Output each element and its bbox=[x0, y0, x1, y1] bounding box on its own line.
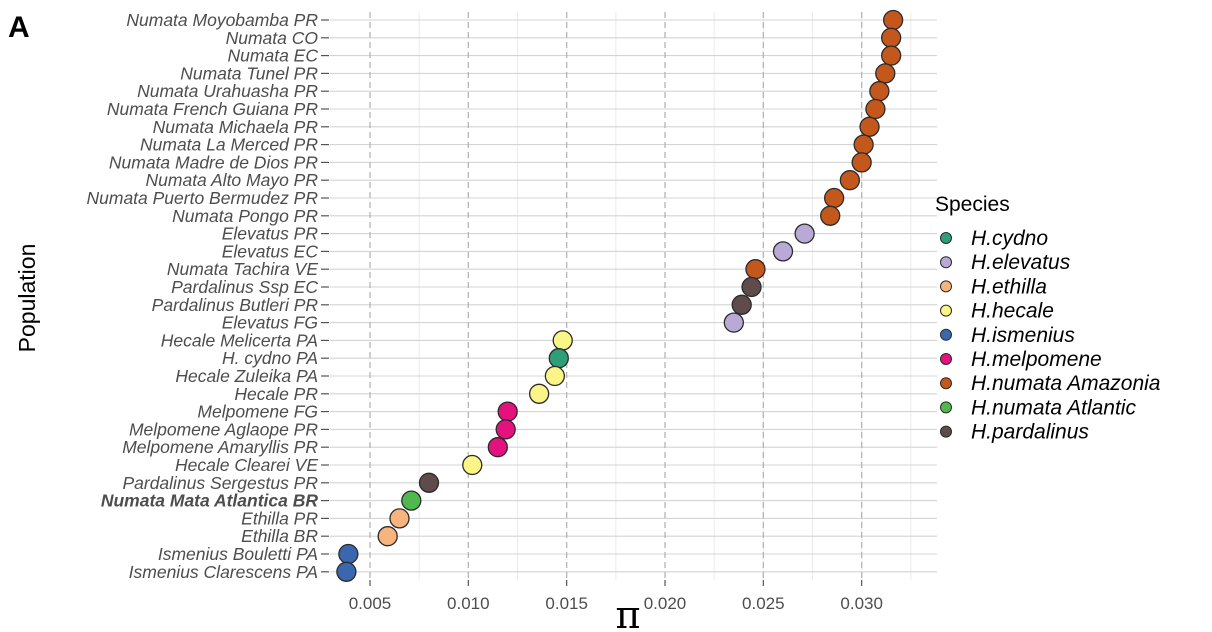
legend-label: H.ismenius bbox=[971, 324, 1075, 347]
data-point bbox=[820, 205, 841, 226]
data-point bbox=[865, 98, 886, 120]
data-point bbox=[772, 241, 794, 262]
legend-swatch bbox=[940, 425, 952, 438]
data-point bbox=[881, 27, 902, 48]
data-point bbox=[487, 437, 508, 458]
x-tick-label: 0.010 bbox=[447, 594, 490, 613]
data-point bbox=[723, 312, 744, 333]
population-label: Hecale Zuleika PA bbox=[175, 366, 318, 386]
population-label: Melpomene Aglaope PR bbox=[129, 419, 318, 439]
legend-label: H.pardalinus bbox=[971, 421, 1089, 444]
legend-swatch bbox=[940, 401, 952, 414]
data-point bbox=[794, 223, 815, 244]
legend-swatch bbox=[940, 280, 952, 293]
population-label: Pardalinus Ssp EC bbox=[171, 277, 318, 297]
data-point bbox=[338, 543, 359, 565]
x-tick-label: 0.005 bbox=[349, 594, 392, 613]
data-point bbox=[552, 330, 573, 351]
data-point bbox=[851, 152, 872, 173]
x-tick-label: 0.025 bbox=[742, 594, 785, 613]
population-label: Hecale PR bbox=[234, 384, 318, 404]
population-label: Numata Urahuasha PR bbox=[137, 81, 318, 101]
data-point bbox=[336, 561, 357, 582]
data-point bbox=[389, 508, 410, 529]
x-tick-label: 0.015 bbox=[545, 594, 588, 613]
data-point bbox=[839, 170, 861, 191]
legend-label: H.elevatus bbox=[971, 251, 1071, 274]
legend-swatch bbox=[940, 304, 952, 317]
legend-label: H.numata Amazonia bbox=[971, 372, 1160, 395]
x-axis-title: π bbox=[616, 593, 641, 632]
legend-swatch bbox=[940, 377, 952, 390]
data-point bbox=[731, 294, 752, 315]
data-point bbox=[548, 348, 569, 369]
data-point bbox=[823, 187, 845, 209]
population-label: Melpomene Amaryllis PR bbox=[122, 437, 318, 457]
population-label: Hecale Clearei VE bbox=[175, 455, 318, 475]
x-tick-label: 0.020 bbox=[644, 594, 687, 613]
population-label: Pardalinus Sergestus PR bbox=[122, 473, 318, 493]
legend-label: H.numata Atlantic bbox=[971, 396, 1136, 419]
population-label: Numata Madre de Dios PR bbox=[109, 152, 318, 172]
population-label: Numata French Guiana PR bbox=[107, 99, 318, 119]
data-point bbox=[495, 419, 516, 440]
population-label: Numata Tachira VE bbox=[167, 259, 318, 279]
population-label: Ismenius Bouletti PA bbox=[158, 544, 318, 564]
data-point bbox=[377, 526, 398, 547]
data-point bbox=[745, 259, 766, 280]
population-label: Numata Pongo PR bbox=[172, 206, 318, 226]
legend-swatch bbox=[940, 353, 952, 365]
legend-label: H.melpomene bbox=[971, 348, 1102, 371]
data-point bbox=[401, 490, 422, 511]
population-label: Numata Puerto Bermudez PR bbox=[87, 188, 319, 208]
data-point bbox=[462, 454, 483, 476]
data-point bbox=[859, 116, 880, 137]
legend-title: Species bbox=[935, 193, 1010, 216]
population-label: Hecale Melicerta PA bbox=[161, 330, 318, 350]
data-point bbox=[741, 276, 762, 298]
data-point bbox=[528, 383, 550, 404]
population-label: Ethilla BR bbox=[241, 526, 318, 546]
data-point bbox=[853, 134, 874, 155]
legend-swatch bbox=[940, 328, 952, 341]
population-label: Elevatus PR bbox=[222, 224, 319, 244]
population-label: Elevatus EC bbox=[222, 241, 319, 261]
legend-swatch bbox=[940, 256, 952, 269]
population-label: Numata Alto Mayo PR bbox=[146, 170, 319, 190]
data-point bbox=[869, 81, 890, 102]
x-tick-labels: 0.005 0.010 0.015 0.020 0.025 0.030 bbox=[349, 580, 883, 613]
population-label: Ismenius Clarescens PA bbox=[129, 562, 318, 582]
population-label: Numata EC bbox=[228, 46, 319, 66]
legend-label: H.ethilla bbox=[971, 275, 1047, 298]
legend: Species H.cydnoH.elevatusH.ethillaH.heca… bbox=[935, 193, 1160, 444]
data-points bbox=[336, 9, 904, 582]
data-point bbox=[875, 63, 896, 84]
data-point bbox=[544, 365, 566, 387]
data-point bbox=[497, 401, 518, 422]
data-point bbox=[882, 9, 904, 31]
y-axis-title: Population bbox=[14, 244, 40, 353]
legend-label: H.cydno bbox=[971, 227, 1048, 250]
legend-label: H.hecale bbox=[971, 300, 1054, 323]
population-label: Elevatus FG bbox=[222, 313, 318, 333]
population-label: Numata Mata Atlantica BR bbox=[101, 491, 319, 511]
population-label: Numata CO bbox=[226, 28, 319, 48]
population-label: Ethilla PR bbox=[241, 508, 318, 528]
population-label: Melpomene FG bbox=[197, 402, 318, 422]
population-label: H. cydno PA bbox=[222, 348, 318, 368]
population-label: Numata Michaela PR bbox=[153, 117, 319, 137]
population-label: Numata Tunel PR bbox=[180, 63, 318, 83]
data-point bbox=[418, 472, 440, 493]
population-label: Numata Moyobamba PR bbox=[126, 10, 318, 30]
population-label: Numata La Merced PR bbox=[140, 135, 318, 155]
legend-swatch bbox=[940, 232, 952, 244]
data-point bbox=[881, 45, 902, 66]
population-label: Pardalinus Butleri PR bbox=[152, 295, 319, 315]
grid bbox=[330, 12, 937, 580]
panel-label: A bbox=[8, 11, 30, 44]
x-tick-label: 0.030 bbox=[840, 594, 883, 613]
